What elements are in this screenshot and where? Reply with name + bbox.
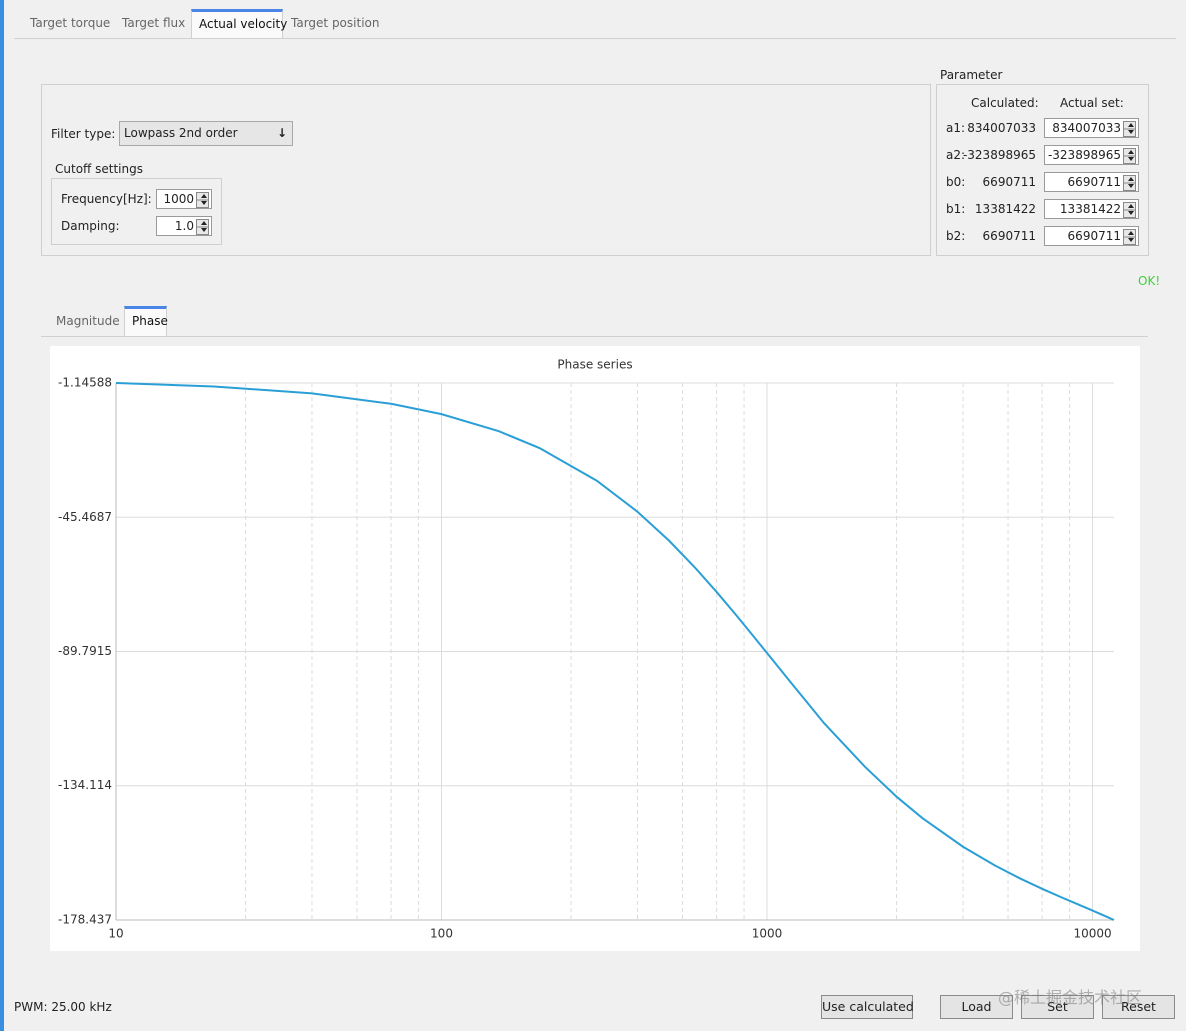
- coef-calculated: 6690711: [982, 229, 1036, 243]
- coef-calculated: 13381422: [974, 202, 1036, 216]
- chart: Phase series -1.14588 -45.4687 -89.7915 -13…: [50, 346, 1140, 951]
- spin-value: -323898965: [1047, 148, 1121, 162]
- coef-name: a1:: [946, 121, 966, 135]
- y-tick-label: -89.7915: [58, 644, 112, 658]
- x-tick-label: 10: [108, 927, 123, 941]
- y-tick-label: -134.114: [58, 778, 112, 792]
- label: Damping:: [61, 219, 120, 233]
- combo-arrow: ↓: [276, 126, 287, 140]
- coef-spinbox[interactable]: 13381422: [1044, 199, 1139, 219]
- label: Filter type:: [51, 127, 116, 141]
- tab[interactable]: Target torque: [30, 16, 111, 30]
- coef-name: a2:: [946, 148, 966, 162]
- watermark: @稀土掘金技术社区: [998, 988, 1143, 1007]
- tab-divider: [41, 336, 1148, 337]
- spin-value: 6690711: [1067, 175, 1121, 189]
- phase-line: [115, 382, 1115, 921]
- coef-name: b0:: [946, 175, 966, 189]
- filter-type-combo[interactable]: Lowpass 2nd order ↓: [119, 121, 293, 146]
- coef-calculated: 834007033: [967, 121, 1036, 135]
- coef-spinbox[interactable]: 6690711: [1044, 226, 1139, 246]
- spin-value: 13381422: [1059, 202, 1121, 216]
- x-tick-label: 1000: [752, 927, 783, 941]
- y-tick-label: -1.14588: [58, 376, 112, 390]
- group-title: Cutoff settings: [55, 162, 143, 176]
- window-edge: [0, 0, 4, 1031]
- label: Frequency[Hz]:: [61, 192, 152, 206]
- coef-spinbox[interactable]: 834007033: [1044, 118, 1139, 138]
- y-tick-label: -178.437: [58, 913, 112, 927]
- x-tick-label: 10000: [1073, 927, 1111, 941]
- tab[interactable]: Target flux: [122, 16, 186, 30]
- y-tick-label: -45.4687: [58, 510, 112, 524]
- coef-calculated: -323898965: [962, 148, 1036, 162]
- button[interactable]: Set: [1021, 995, 1094, 1019]
- spin-value: 1.0: [174, 219, 194, 233]
- tab-active[interactable]: Phase: [124, 306, 168, 336]
- tab-divider: [14, 38, 1176, 39]
- group-title: Parameter: [940, 68, 1003, 82]
- frequency-spinbox[interactable]: 1000: [156, 189, 212, 209]
- combo-value: Lowpass 2nd order: [124, 126, 238, 140]
- spin-value: 6690711: [1067, 229, 1121, 243]
- cutoff-group: [51, 178, 222, 245]
- x-tick-label: 100: [430, 927, 453, 941]
- filter-group: [41, 84, 931, 256]
- column-header: Actual set:: [1060, 96, 1124, 110]
- parameter-group: [936, 84, 1149, 256]
- status: OK!: [1138, 274, 1161, 288]
- coef-name: b2:: [946, 229, 966, 243]
- button[interactable]: Load: [940, 995, 1013, 1019]
- spin-value: 834007033: [1052, 121, 1121, 135]
- spin-value: 1000: [163, 192, 194, 206]
- tab[interactable]: Magnitude: [56, 314, 120, 328]
- pwm-info: PWM: 25.00 kHz: [14, 1000, 112, 1014]
- coef-spinbox[interactable]: 6690711: [1044, 172, 1139, 192]
- coef-name: b1:: [946, 202, 966, 216]
- coef-spinbox[interactable]: -323898965: [1044, 145, 1139, 165]
- column-header: Calculated:: [971, 96, 1039, 110]
- tab[interactable]: Target position: [291, 16, 380, 30]
- chart-title: Phase series: [557, 358, 632, 372]
- button[interactable]: Reset: [1102, 995, 1175, 1019]
- coef-calculated: 6690711: [982, 175, 1036, 189]
- damping-spinbox[interactable]: 1.0: [156, 216, 212, 236]
- tab-active[interactable]: Actual velocity: [191, 9, 287, 38]
- button[interactable]: Use calculated: [821, 995, 914, 1019]
